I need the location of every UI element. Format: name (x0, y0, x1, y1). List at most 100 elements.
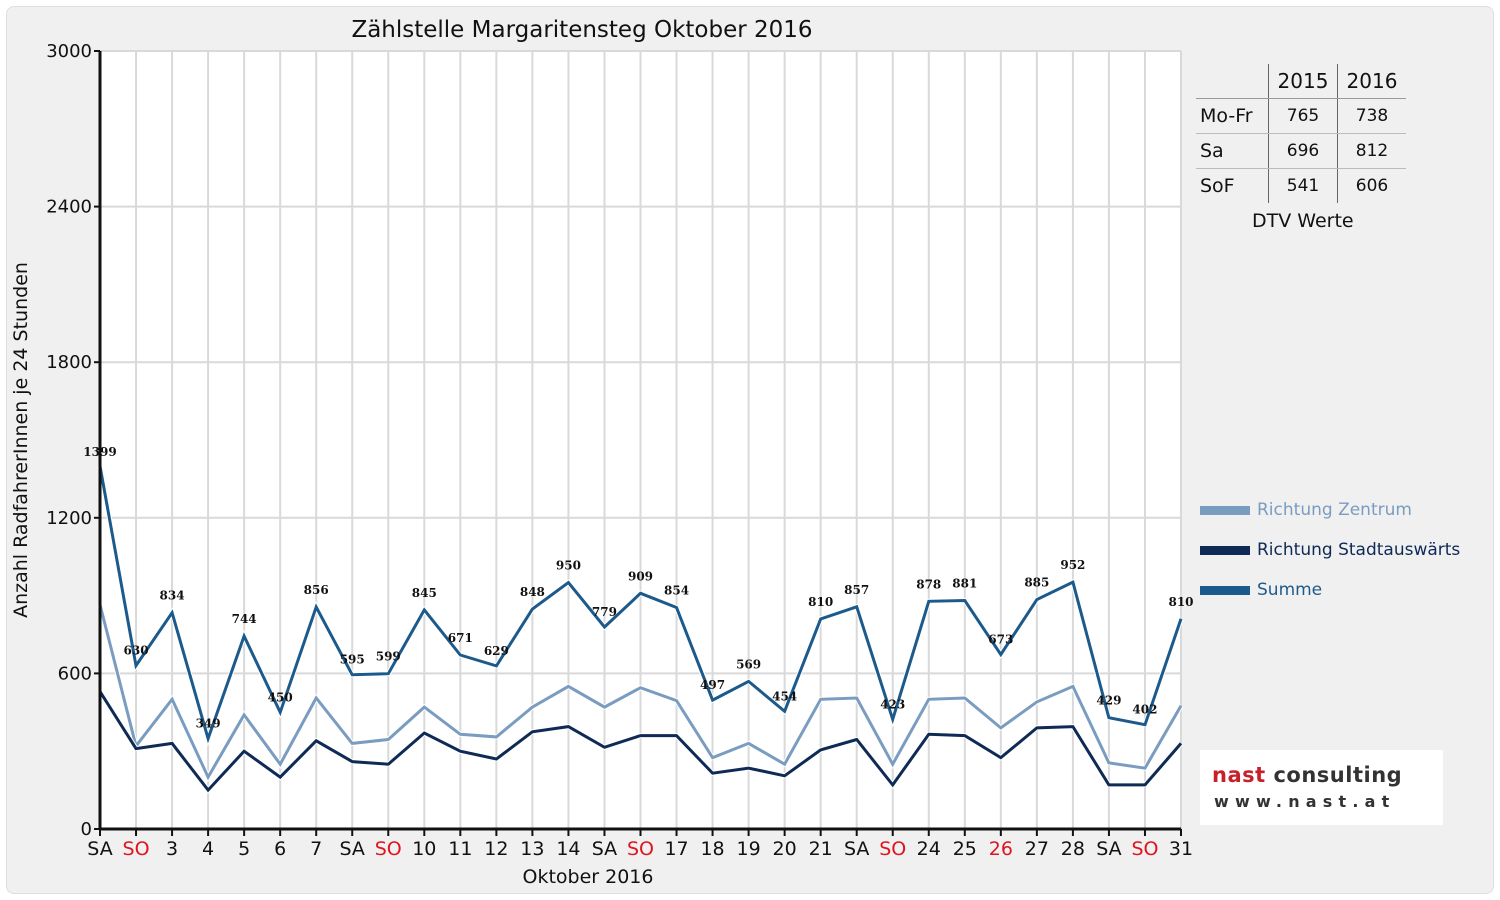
data-label: 402 (1132, 703, 1157, 717)
legend-swatch (1200, 545, 1250, 555)
chart-legend: Richtung Zentrum Richtung Stadtauswärts … (1200, 490, 1460, 610)
x-tick-label: SA (844, 838, 869, 860)
dtv-row: Sa 696 812 (1196, 133, 1406, 169)
dtv-row-label: SoF (1200, 175, 1235, 197)
x-tick-label: SO (123, 838, 150, 860)
data-label: 595 (340, 653, 365, 667)
dtv-value-2016: 606 (1337, 168, 1406, 203)
x-tick-label: 7 (310, 838, 322, 860)
data-label: 857 (844, 583, 869, 597)
dtv-value-2015: 765 (1268, 98, 1338, 134)
data-labels: 1399630834349744450856595599845671629848… (83, 445, 1193, 730)
x-tick-label: 25 (953, 838, 977, 860)
legend-swatch (1200, 505, 1250, 515)
series-line (98, 604, 1183, 781)
data-label: 854 (664, 584, 689, 598)
legend-item-stadtauswaerts: Richtung Stadtauswärts (1200, 530, 1460, 570)
grid-lines (100, 50, 1182, 829)
y-tick-label: 1200 (46, 508, 92, 529)
data-label: 810 (1168, 595, 1193, 609)
data-label: 834 (160, 589, 185, 603)
x-tick-label: SO (879, 838, 906, 860)
y-tick-label: 2400 (46, 197, 92, 218)
x-tick-label: SO (627, 838, 654, 860)
dtv-caption: DTV Werte (1252, 210, 1354, 232)
data-label: 779 (592, 605, 617, 619)
data-label: 629 (484, 644, 509, 658)
data-label: 885 (1024, 575, 1049, 589)
x-tick-label: 12 (484, 838, 508, 860)
legend-label: Summe (1257, 580, 1323, 600)
data-label: 856 (304, 583, 329, 597)
x-tick-label: 13 (520, 838, 544, 860)
x-tick-label: 5 (238, 838, 250, 860)
dtv-header-row: 2015 2016 (1196, 64, 1406, 99)
y-tick-label: 1800 (46, 352, 92, 373)
y-tick-label: 0 (81, 819, 92, 840)
logo-company: consulting (1265, 763, 1403, 787)
y-tick-label: 600 (58, 663, 92, 684)
dtv-value-2016: 812 (1337, 133, 1406, 169)
data-label: 349 (196, 716, 221, 730)
dtv-value-2015: 541 (1268, 168, 1338, 203)
series-line (98, 690, 1183, 793)
x-tick-label: 14 (556, 838, 580, 860)
x-tick-label: 18 (700, 838, 724, 860)
data-label: 878 (916, 577, 941, 591)
logo-wordmark: nast consulting (1212, 763, 1402, 787)
series-line (98, 465, 1183, 744)
y-axis-ticks: 0 600 1200 1800 2400 3000 (46, 41, 100, 840)
data-label: 671 (448, 631, 473, 645)
data-label: 845 (412, 586, 437, 600)
x-tick-label: SO (375, 838, 402, 860)
data-label: 744 (232, 612, 257, 626)
legend-item-zentrum: Richtung Zentrum (1200, 490, 1460, 530)
data-label: 950 (556, 559, 581, 573)
data-label: 450 (268, 690, 293, 704)
x-tick-label: SO (1131, 838, 1158, 860)
x-tick-label: 24 (917, 838, 941, 860)
x-tick-label: 31 (1169, 838, 1193, 860)
data-label: 497 (700, 678, 725, 692)
chart-title: Zählstelle Margaritensteg Oktober 2016 (351, 17, 812, 43)
x-tick-label: SA (592, 838, 617, 860)
x-tick-label: SA (87, 838, 112, 860)
y-tick-label: 3000 (46, 41, 92, 62)
data-label: 630 (124, 644, 149, 658)
logo-url: www.nast.at (1214, 792, 1396, 811)
x-tick-label: 21 (809, 838, 833, 860)
x-tick-label: 6 (274, 838, 286, 860)
dtv-header-2015: 2015 (1268, 64, 1338, 99)
data-label: 810 (808, 595, 833, 609)
logo-brand: nast (1212, 763, 1266, 787)
data-label: 881 (952, 577, 977, 591)
x-axis-label: Oktober 2016 (523, 866, 654, 888)
dtv-row-label: Sa (1196, 133, 1269, 169)
data-label: 848 (520, 585, 545, 599)
x-tick-label: 17 (664, 838, 688, 860)
series-lines (97, 465, 1184, 794)
data-label: 429 (1096, 694, 1121, 708)
dtv-header-empty (1196, 64, 1269, 99)
x-axis-ticks: SA SO 3 4 5 6 7 SA SO 10 11 12 13 14 SA SO 17 18 19 20 21 SA S… (87, 829, 1193, 860)
dtv-row-label: Mo-Fr (1196, 98, 1269, 134)
data-label: 423 (880, 697, 905, 711)
dtv-header-2016: 2016 (1337, 64, 1406, 99)
legend-label: Richtung Zentrum (1257, 500, 1412, 520)
axes (98, 51, 1181, 831)
nast-consulting-logo: nast consulting www.nast.at (1200, 750, 1443, 825)
data-label: 569 (736, 657, 761, 671)
data-label: 952 (1060, 558, 1085, 572)
x-tick-label: 19 (737, 838, 761, 860)
dtv-row: Mo-Fr 765 738 (1196, 98, 1406, 134)
x-tick-label: 11 (448, 838, 472, 860)
y-axis-label: Anzahl RadfahrerInnen je 24 Stunden (10, 262, 32, 618)
x-tick-label: 28 (1061, 838, 1085, 860)
data-label: 454 (772, 689, 797, 703)
legend-swatch (1200, 585, 1250, 595)
x-tick-label: SA (340, 838, 365, 860)
x-tick-label: 4 (202, 838, 214, 860)
data-label: 673 (988, 632, 1013, 646)
legend-item-summe: Summe (1200, 570, 1460, 610)
